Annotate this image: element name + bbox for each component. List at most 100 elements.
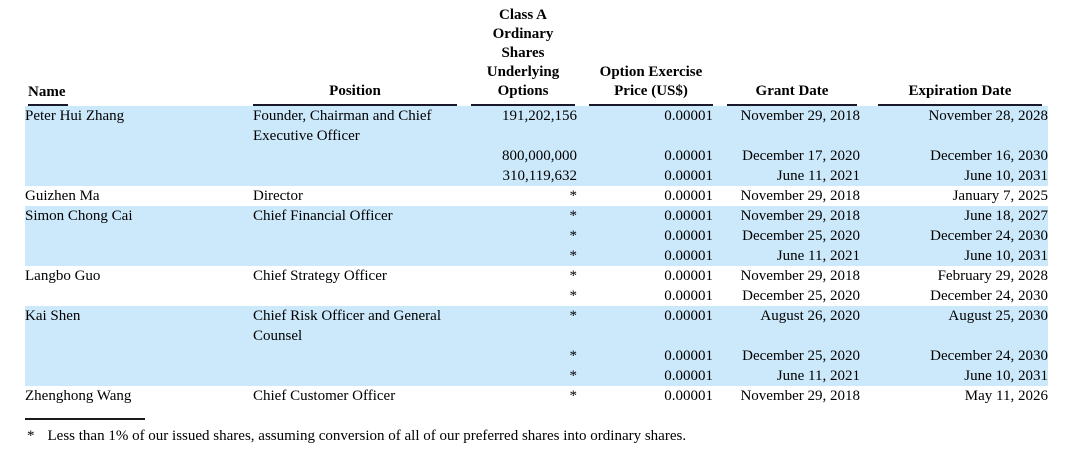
cell-shares: * <box>465 346 577 366</box>
cell-expiration-date: December 24, 2030 <box>930 288 1048 304</box>
cell-shares: * <box>569 388 578 404</box>
cell-grant-date: November 29, 2018 <box>740 268 860 284</box>
cell-position <box>253 146 465 166</box>
cell-grant-date: November 29, 2018 <box>713 106 860 146</box>
cell-name: Peter Hui Zhang <box>25 106 253 146</box>
table-row: Simon Chong Cai Chief Financial Officer … <box>25 206 1048 226</box>
cell-name: Simon Chong Cai <box>25 206 253 226</box>
cell-price: 0.00001 <box>577 106 713 146</box>
cell-price: 0.00001 <box>577 166 713 186</box>
cell-price: 0.00001 <box>577 146 713 166</box>
cell-expiration-date: August 25, 2030 <box>860 306 1048 346</box>
table-header: Name Position Class A Ordinary Shares Un… <box>25 6 1048 106</box>
cell-grant-date: December 25, 2020 <box>713 226 860 246</box>
table-row: * 0.00001 December 25, 2020 December 24,… <box>25 286 1049 306</box>
table-row: * 0.00001 December 25, 2020 December 24,… <box>25 226 1048 246</box>
cell-price: 0.00001 <box>577 306 713 346</box>
cell-shares: * <box>465 366 577 386</box>
cell-shares: * <box>465 206 577 226</box>
table-row: 310,119,632 0.00001 June 11, 2021 June 1… <box>25 166 1048 186</box>
footnote-text: Less than 1% of our issued shares, assum… <box>47 428 687 444</box>
table-row: Langbo Guo Chief Strategy Officer * 0.00… <box>25 266 1048 286</box>
cell-price: 0.00001 <box>664 268 713 284</box>
cell-price: 0.00001 <box>577 206 713 226</box>
table-row: Peter Hui Zhang Founder, Chairman and Ch… <box>25 106 1048 146</box>
cell-price: 0.00001 <box>577 346 713 366</box>
cell-expiration-date: May 11, 2026 <box>964 388 1048 404</box>
cell-shares: * <box>569 188 578 204</box>
cell-grant-date: December 17, 2020 <box>713 146 860 166</box>
cell-position: Founder, Chairman and Chief Executive Of… <box>253 106 465 146</box>
cell-shares: 800,000,000 <box>465 146 577 166</box>
cell-position: Chief Risk Officer and General Counsel <box>253 306 465 346</box>
document-page: Name Position Class A Ordinary Shares Un… <box>0 6 1080 459</box>
footnote-asterisk: * <box>27 428 35 444</box>
cell-grant-date: December 25, 2020 <box>742 288 860 304</box>
col-header-position: Position <box>253 6 465 106</box>
cell-price: 0.00001 <box>577 246 713 266</box>
col-header-price: Option Exercise Price (US$) <box>577 6 713 106</box>
cell-grant-date: November 29, 2018 <box>713 206 860 226</box>
cell-position: Director <box>253 188 303 204</box>
cell-price: 0.00001 <box>664 188 713 204</box>
table-row: Kai Shen Chief Risk Officer and General … <box>25 306 1048 346</box>
table-row: * 0.00001 June 11, 2021 June 10, 2031 <box>25 246 1048 266</box>
col-header-expiration-date: Expiration Date <box>860 6 1048 106</box>
table-row: Guizhen Ma Director * 0.00001 November 2… <box>25 186 1048 206</box>
cell-shares: 191,202,156 <box>465 106 577 146</box>
cell-grant-date: November 29, 2018 <box>740 388 860 404</box>
cell-expiration-date: June 18, 2027 <box>860 206 1048 226</box>
cell-position <box>253 366 465 386</box>
cell-expiration-date: February 29, 2028 <box>937 268 1048 284</box>
cell-expiration-date: December 24, 2030 <box>860 226 1048 246</box>
cell-name: Kai Shen <box>25 306 253 346</box>
table-row: * 0.00001 June 11, 2021 June 10, 2031 <box>25 366 1048 386</box>
cell-grant-date: November 29, 2018 <box>740 188 860 204</box>
cell-shares: * <box>569 288 578 304</box>
table-row: Zhenghong Wang Chief Customer Officer * … <box>25 386 1048 406</box>
cell-expiration-date: December 16, 2030 <box>860 146 1048 166</box>
cell-price: 0.00001 <box>577 366 713 386</box>
cell-name <box>25 346 253 366</box>
cell-grant-date: June 11, 2021 <box>713 166 860 186</box>
cell-expiration-date: November 28, 2028 <box>860 106 1048 146</box>
cell-position <box>253 166 465 186</box>
header-row: Name Position Class A Ordinary Shares Un… <box>25 6 1048 106</box>
cell-shares: * <box>465 226 577 246</box>
cell-name <box>25 226 253 246</box>
cell-grant-date: June 11, 2021 <box>713 366 860 386</box>
cell-name: Langbo Guo <box>25 268 101 284</box>
cell-name <box>25 366 253 386</box>
table-row: * 0.00001 December 25, 2020 December 24,… <box>25 346 1048 366</box>
cell-price: 0.00001 <box>577 226 713 246</box>
cell-name <box>25 166 253 186</box>
table-row: 800,000,000 0.00001 December 17, 2020 De… <box>25 146 1048 166</box>
cell-position <box>253 286 465 306</box>
cell-name <box>25 146 253 166</box>
cell-name: Zhenghong Wang <box>25 388 132 404</box>
cell-shares: 310,119,632 <box>465 166 577 186</box>
cell-expiration-date: January 7, 2025 <box>952 188 1048 204</box>
cell-position <box>253 346 465 366</box>
cell-expiration-date: June 10, 2031 <box>860 366 1048 386</box>
cell-grant-date: June 11, 2021 <box>713 246 860 266</box>
col-header-name: Name <box>25 6 253 106</box>
cell-expiration-date: December 24, 2030 <box>860 346 1048 366</box>
cell-name <box>25 246 253 266</box>
cell-price: 0.00001 <box>664 388 713 404</box>
cell-grant-date: December 25, 2020 <box>713 346 860 366</box>
footnote-divider <box>25 418 145 420</box>
cell-position: Chief Strategy Officer <box>253 268 387 284</box>
cell-shares: * <box>465 306 577 346</box>
cell-expiration-date: June 10, 2031 <box>860 246 1048 266</box>
cell-name: Guizhen Ma <box>25 188 100 204</box>
cell-expiration-date: June 10, 2031 <box>860 166 1048 186</box>
cell-position <box>253 226 465 246</box>
cell-shares: * <box>569 268 578 284</box>
cell-shares: * <box>465 246 577 266</box>
footnote: * Less than 1% of our issued shares, ass… <box>27 427 1080 446</box>
cell-grant-date: August 26, 2020 <box>713 306 860 346</box>
cell-position: Chief Customer Officer <box>253 388 396 404</box>
cell-position: Chief Financial Officer <box>253 206 465 226</box>
cell-name <box>25 286 253 306</box>
